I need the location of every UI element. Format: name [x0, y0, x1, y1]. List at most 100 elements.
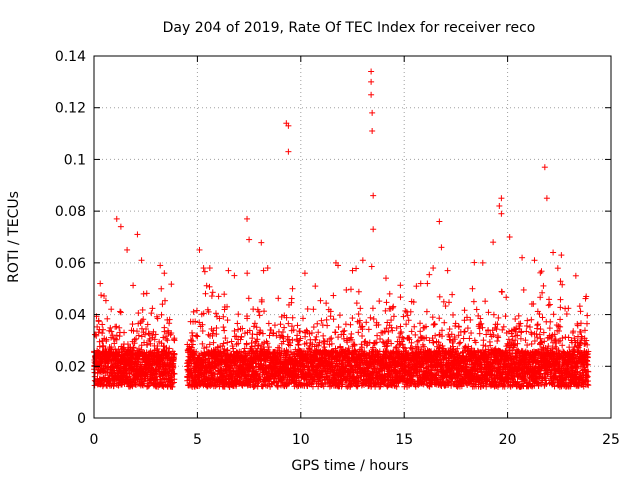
data-point	[466, 335, 473, 342]
data-point	[258, 239, 265, 246]
data-point	[201, 268, 208, 275]
data-point	[221, 327, 228, 334]
data-point	[103, 336, 110, 343]
data-point	[95, 329, 102, 336]
data-point	[398, 328, 405, 335]
data-point	[335, 324, 342, 331]
data-point	[494, 338, 501, 345]
data-point	[296, 328, 303, 335]
data-point	[113, 323, 120, 330]
data-point	[355, 329, 362, 336]
data-point	[314, 320, 321, 327]
data-point	[100, 381, 107, 388]
data-point	[417, 320, 424, 327]
data-point	[203, 282, 210, 289]
data-point	[115, 346, 122, 353]
data-point	[515, 312, 522, 319]
data-point	[99, 321, 106, 328]
data-point	[374, 332, 381, 339]
data-point	[449, 291, 456, 298]
data-point	[113, 332, 120, 339]
data-point	[281, 324, 288, 331]
data-point	[256, 312, 263, 319]
data-point	[310, 306, 317, 313]
data-point	[149, 305, 156, 312]
data-point	[355, 311, 362, 318]
data-point	[193, 307, 200, 314]
data-point	[130, 282, 137, 289]
data-point	[220, 324, 227, 331]
data-point	[450, 311, 457, 318]
data-point	[317, 297, 324, 304]
data-point	[429, 314, 436, 321]
data-point	[347, 321, 354, 328]
data-point	[500, 323, 507, 330]
data-point	[476, 330, 483, 337]
data-point	[328, 335, 335, 342]
data-point	[95, 318, 102, 325]
data-point	[414, 338, 421, 345]
data-point	[220, 340, 227, 347]
data-point	[407, 308, 414, 315]
data-point	[471, 259, 478, 266]
data-point	[365, 326, 372, 333]
data-point	[417, 328, 424, 335]
data-point	[287, 342, 294, 349]
data-point	[490, 311, 497, 318]
data-point	[245, 295, 252, 302]
data-point	[190, 308, 197, 315]
data-point	[294, 322, 301, 329]
data-point	[405, 335, 412, 342]
data-point	[215, 293, 222, 300]
data-point	[140, 290, 147, 297]
data-point	[512, 316, 519, 323]
data-point	[343, 286, 350, 293]
data-point	[224, 317, 231, 324]
data-point	[445, 299, 452, 306]
data-point	[480, 337, 487, 344]
data-point	[503, 294, 510, 301]
data-point	[221, 291, 228, 298]
data-point	[130, 344, 137, 351]
data-point	[133, 335, 140, 342]
data-point	[231, 327, 238, 334]
data-point	[464, 325, 471, 332]
data-point	[277, 321, 284, 328]
data-point	[108, 306, 115, 313]
data-point	[117, 309, 124, 316]
data-point	[101, 292, 108, 299]
data-point	[265, 320, 272, 327]
data-point	[342, 321, 349, 328]
data-point	[412, 331, 419, 338]
data-point	[289, 314, 296, 321]
data-point	[116, 324, 123, 331]
data-point	[359, 333, 366, 340]
data-point	[256, 330, 263, 337]
data-point	[355, 288, 362, 295]
data-point	[473, 306, 480, 313]
data-point	[376, 298, 383, 305]
data-point	[452, 320, 459, 327]
data-point	[99, 330, 106, 337]
data-point	[250, 306, 257, 313]
data-point	[160, 334, 167, 341]
data-point	[194, 333, 201, 340]
data-point	[397, 282, 404, 289]
data-point	[431, 321, 438, 328]
data-point	[111, 340, 118, 347]
data-point	[397, 294, 404, 301]
data-point	[413, 283, 420, 290]
data-point	[102, 297, 109, 304]
data-point	[100, 342, 107, 349]
data-point	[117, 365, 124, 372]
data-point	[461, 328, 468, 335]
data-point	[104, 315, 111, 322]
data-point	[205, 331, 212, 338]
data-point	[499, 326, 506, 333]
data-point	[457, 339, 464, 346]
data-point	[129, 321, 136, 328]
data-point	[377, 335, 384, 342]
data-point	[330, 292, 337, 299]
data-point	[108, 328, 115, 335]
